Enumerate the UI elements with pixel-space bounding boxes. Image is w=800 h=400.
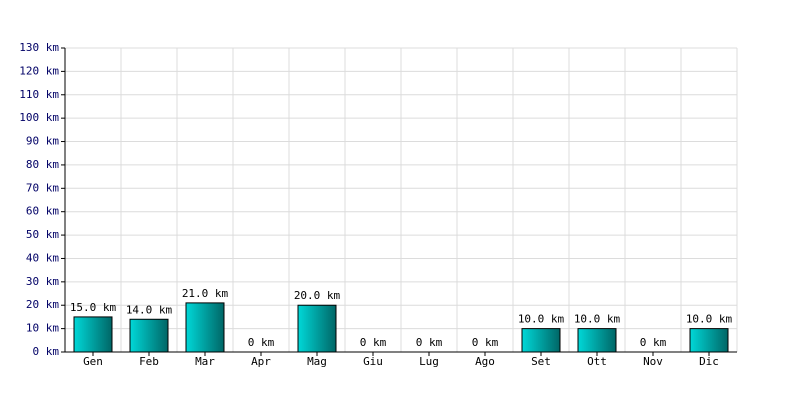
value-label: 15.0 km xyxy=(70,301,117,314)
x-tick-label: Feb xyxy=(139,355,159,368)
bar xyxy=(129,318,169,353)
value-label: 0 km xyxy=(248,336,275,349)
y-tick-label: 110 km xyxy=(19,88,59,101)
y-tick-label: 130 km xyxy=(19,41,59,54)
x-tick-label: Apr xyxy=(251,355,271,368)
x-tick-label: Nov xyxy=(643,355,663,368)
bar xyxy=(689,328,729,353)
y-tick-label: 30 km xyxy=(26,275,59,288)
y-tick-label: 10 km xyxy=(26,322,59,335)
bar xyxy=(297,304,337,353)
value-label: 0 km xyxy=(360,336,387,349)
x-tick-label: Giu xyxy=(363,355,383,368)
x-tick-label: Set xyxy=(531,355,551,368)
value-label: 0 km xyxy=(416,336,443,349)
y-tick-label: 100 km xyxy=(19,111,59,124)
x-tick-label: Mar xyxy=(195,355,215,368)
bar xyxy=(185,302,225,353)
value-label: 10.0 km xyxy=(686,313,733,326)
y-tick-label: 70 km xyxy=(26,181,59,194)
y-tick-label: 20 km xyxy=(26,298,59,311)
y-tick-label: 0 km xyxy=(33,345,60,358)
y-tick-label: 50 km xyxy=(26,228,59,241)
x-tick-label: Ott xyxy=(587,355,607,368)
y-tick-label: 60 km xyxy=(26,205,59,218)
y-tick-label: 40 km xyxy=(26,251,59,264)
y-tick-label: 120 km xyxy=(19,64,59,77)
x-tick-label: Mag xyxy=(307,355,327,368)
bar xyxy=(577,328,617,353)
value-label: 10.0 km xyxy=(574,313,621,326)
value-label: 21.0 km xyxy=(182,287,229,300)
bar xyxy=(73,316,113,353)
value-label: 14.0 km xyxy=(126,303,173,316)
value-label: 0 km xyxy=(472,336,499,349)
y-tick-label: 80 km xyxy=(26,158,59,171)
x-tick-label: Lug xyxy=(419,355,439,368)
x-tick-label: Ago xyxy=(475,355,495,368)
y-tick-label: 90 km xyxy=(26,135,59,148)
x-tick-label: Dic xyxy=(699,355,719,368)
x-tick-label: Gen xyxy=(83,355,103,368)
value-label: 10.0 km xyxy=(518,313,565,326)
value-label: 20.0 km xyxy=(294,289,341,302)
value-label: 0 km xyxy=(640,336,667,349)
bar xyxy=(521,328,561,353)
